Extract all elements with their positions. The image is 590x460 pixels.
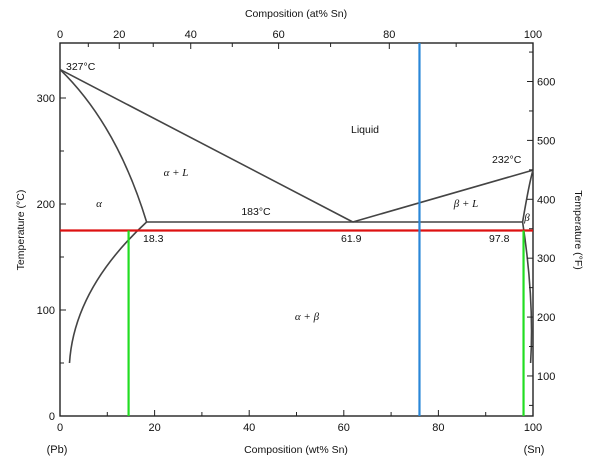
region-alpha-label: α [96,198,102,210]
left-axis-tick-label: 300 [37,93,55,105]
region-alpha-plus-liquid-label: α + L [164,167,189,179]
pb-melting-point-label: 327°C [66,61,96,73]
bottom-axis-tick-label: 0 [57,422,63,434]
top-axis-tick-label: 20 [113,29,125,41]
bottom-axis-tick-label: 20 [148,422,160,434]
phase-boundaries [59,68,534,364]
right-axis-ticks: 100 200 300 400 500 600 [527,51,555,406]
top-axis-tick-label: 60 [272,29,284,41]
solvus-right-line [521,221,533,364]
region-beta-plus-liquid-label: β + L [453,198,479,210]
right-axis-tick-label: 300 [537,253,555,265]
left-axis-tick-label: 0 [49,411,55,423]
right-axis-tick-label: 100 [537,371,555,383]
sn-melting-point-label: 232°C [492,154,522,166]
left-axis-tick-label: 200 [37,199,55,211]
bottom-axis-tick-label: 80 [432,422,444,434]
right-axis-tick-label: 200 [537,312,555,324]
bottom-axis-tick-label: 40 [243,422,255,434]
top-axis-tick-label: 40 [185,29,197,41]
region-liquid-label: Liquid [351,124,379,136]
bottom-axis-ticks: 0 20 40 60 80 100 [57,410,542,434]
top-axis-tick-label: 80 [383,29,395,41]
region-alpha-plus-beta-label: α + β [295,311,320,323]
liquidus-left-line [59,68,354,223]
bottom-axis-left-end-label: (Pb) [47,444,68,456]
bottom-axis-tick-label: 100 [524,422,542,434]
bottom-axis-right-end-label: (Sn) [524,444,545,456]
bottom-axis-tick-label: 60 [338,422,350,434]
right-axis-tick-label: 500 [537,135,555,147]
solidus-left-line [59,68,148,223]
solidus-right-line [521,169,534,223]
left-axis-title: Temperature (°C) [15,190,27,271]
left-axis-ticks: 0 100 200 300 [37,93,66,423]
liquidus-right-line [352,169,534,223]
eutectic-temperature-label: 183°C [241,206,271,218]
right-axis-title: Temperature (°F) [572,190,584,269]
alpha-max-solubility-label: 18.3 [143,233,164,245]
top-axis-tick-label: 100 [524,29,542,41]
top-axis-tick-label: 0 [57,29,63,41]
top-axis-ticks: 0 20 40 60 80 100 [57,29,542,49]
beta-max-solubility-label: 97.8 [489,233,510,245]
right-axis-tick-label: 600 [537,77,555,89]
eutectic-composition-label: 61.9 [341,233,362,245]
top-axis-title: Composition (at% Sn) [245,8,347,20]
left-axis-tick-label: 100 [37,305,55,317]
region-beta-label: β [523,212,530,224]
bottom-axis-title: Composition (wt% Sn) [244,444,348,456]
right-axis-tick-label: 400 [537,194,555,206]
solvus-left-line [68,221,148,364]
